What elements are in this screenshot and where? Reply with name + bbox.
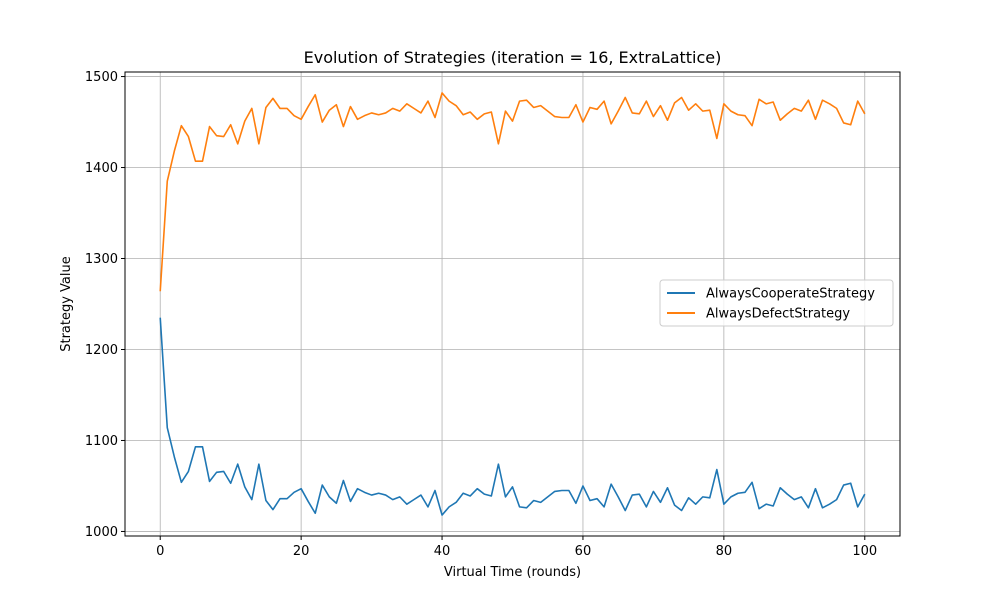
x-axis-label: Virtual Time (rounds) xyxy=(444,565,581,580)
grid-lines xyxy=(125,72,900,536)
x-tick-label: 20 xyxy=(293,544,310,559)
series-lines xyxy=(159,92,866,516)
x-tick-label: 80 xyxy=(716,544,733,559)
axis-ticks: 0 20 40 60 80 100 1000 1100 1200 1300 1400 1500 xyxy=(85,70,877,559)
series-line-defect xyxy=(159,92,866,292)
chart-title: Evolution of Strategies (iteration = 16,… xyxy=(304,48,722,67)
y-tick-label: 1400 xyxy=(85,161,118,176)
x-tick-label: 40 xyxy=(434,544,451,559)
x-tick-label: 100 xyxy=(852,544,877,559)
y-tick-label: 1200 xyxy=(85,343,118,358)
x-tick-label: 0 xyxy=(156,544,164,559)
legend-label-defect: AlwaysDefectStrategy xyxy=(706,307,850,322)
y-tick-label: 1500 xyxy=(85,70,118,85)
legend-box xyxy=(659,279,894,327)
y-tick-label: 1300 xyxy=(85,252,118,267)
series-line-cooperate xyxy=(159,317,866,516)
legend: AlwaysCooperateStrategy AlwaysDefectStra… xyxy=(659,279,894,327)
y-tick-label: 1100 xyxy=(85,434,118,449)
x-tick-label: 60 xyxy=(575,544,592,559)
y-axis-label: Strategy Value xyxy=(59,256,74,352)
y-tick-label: 1000 xyxy=(85,525,118,540)
legend-label-cooperate: AlwaysCooperateStrategy xyxy=(706,287,875,302)
plot-frame xyxy=(124,71,901,537)
